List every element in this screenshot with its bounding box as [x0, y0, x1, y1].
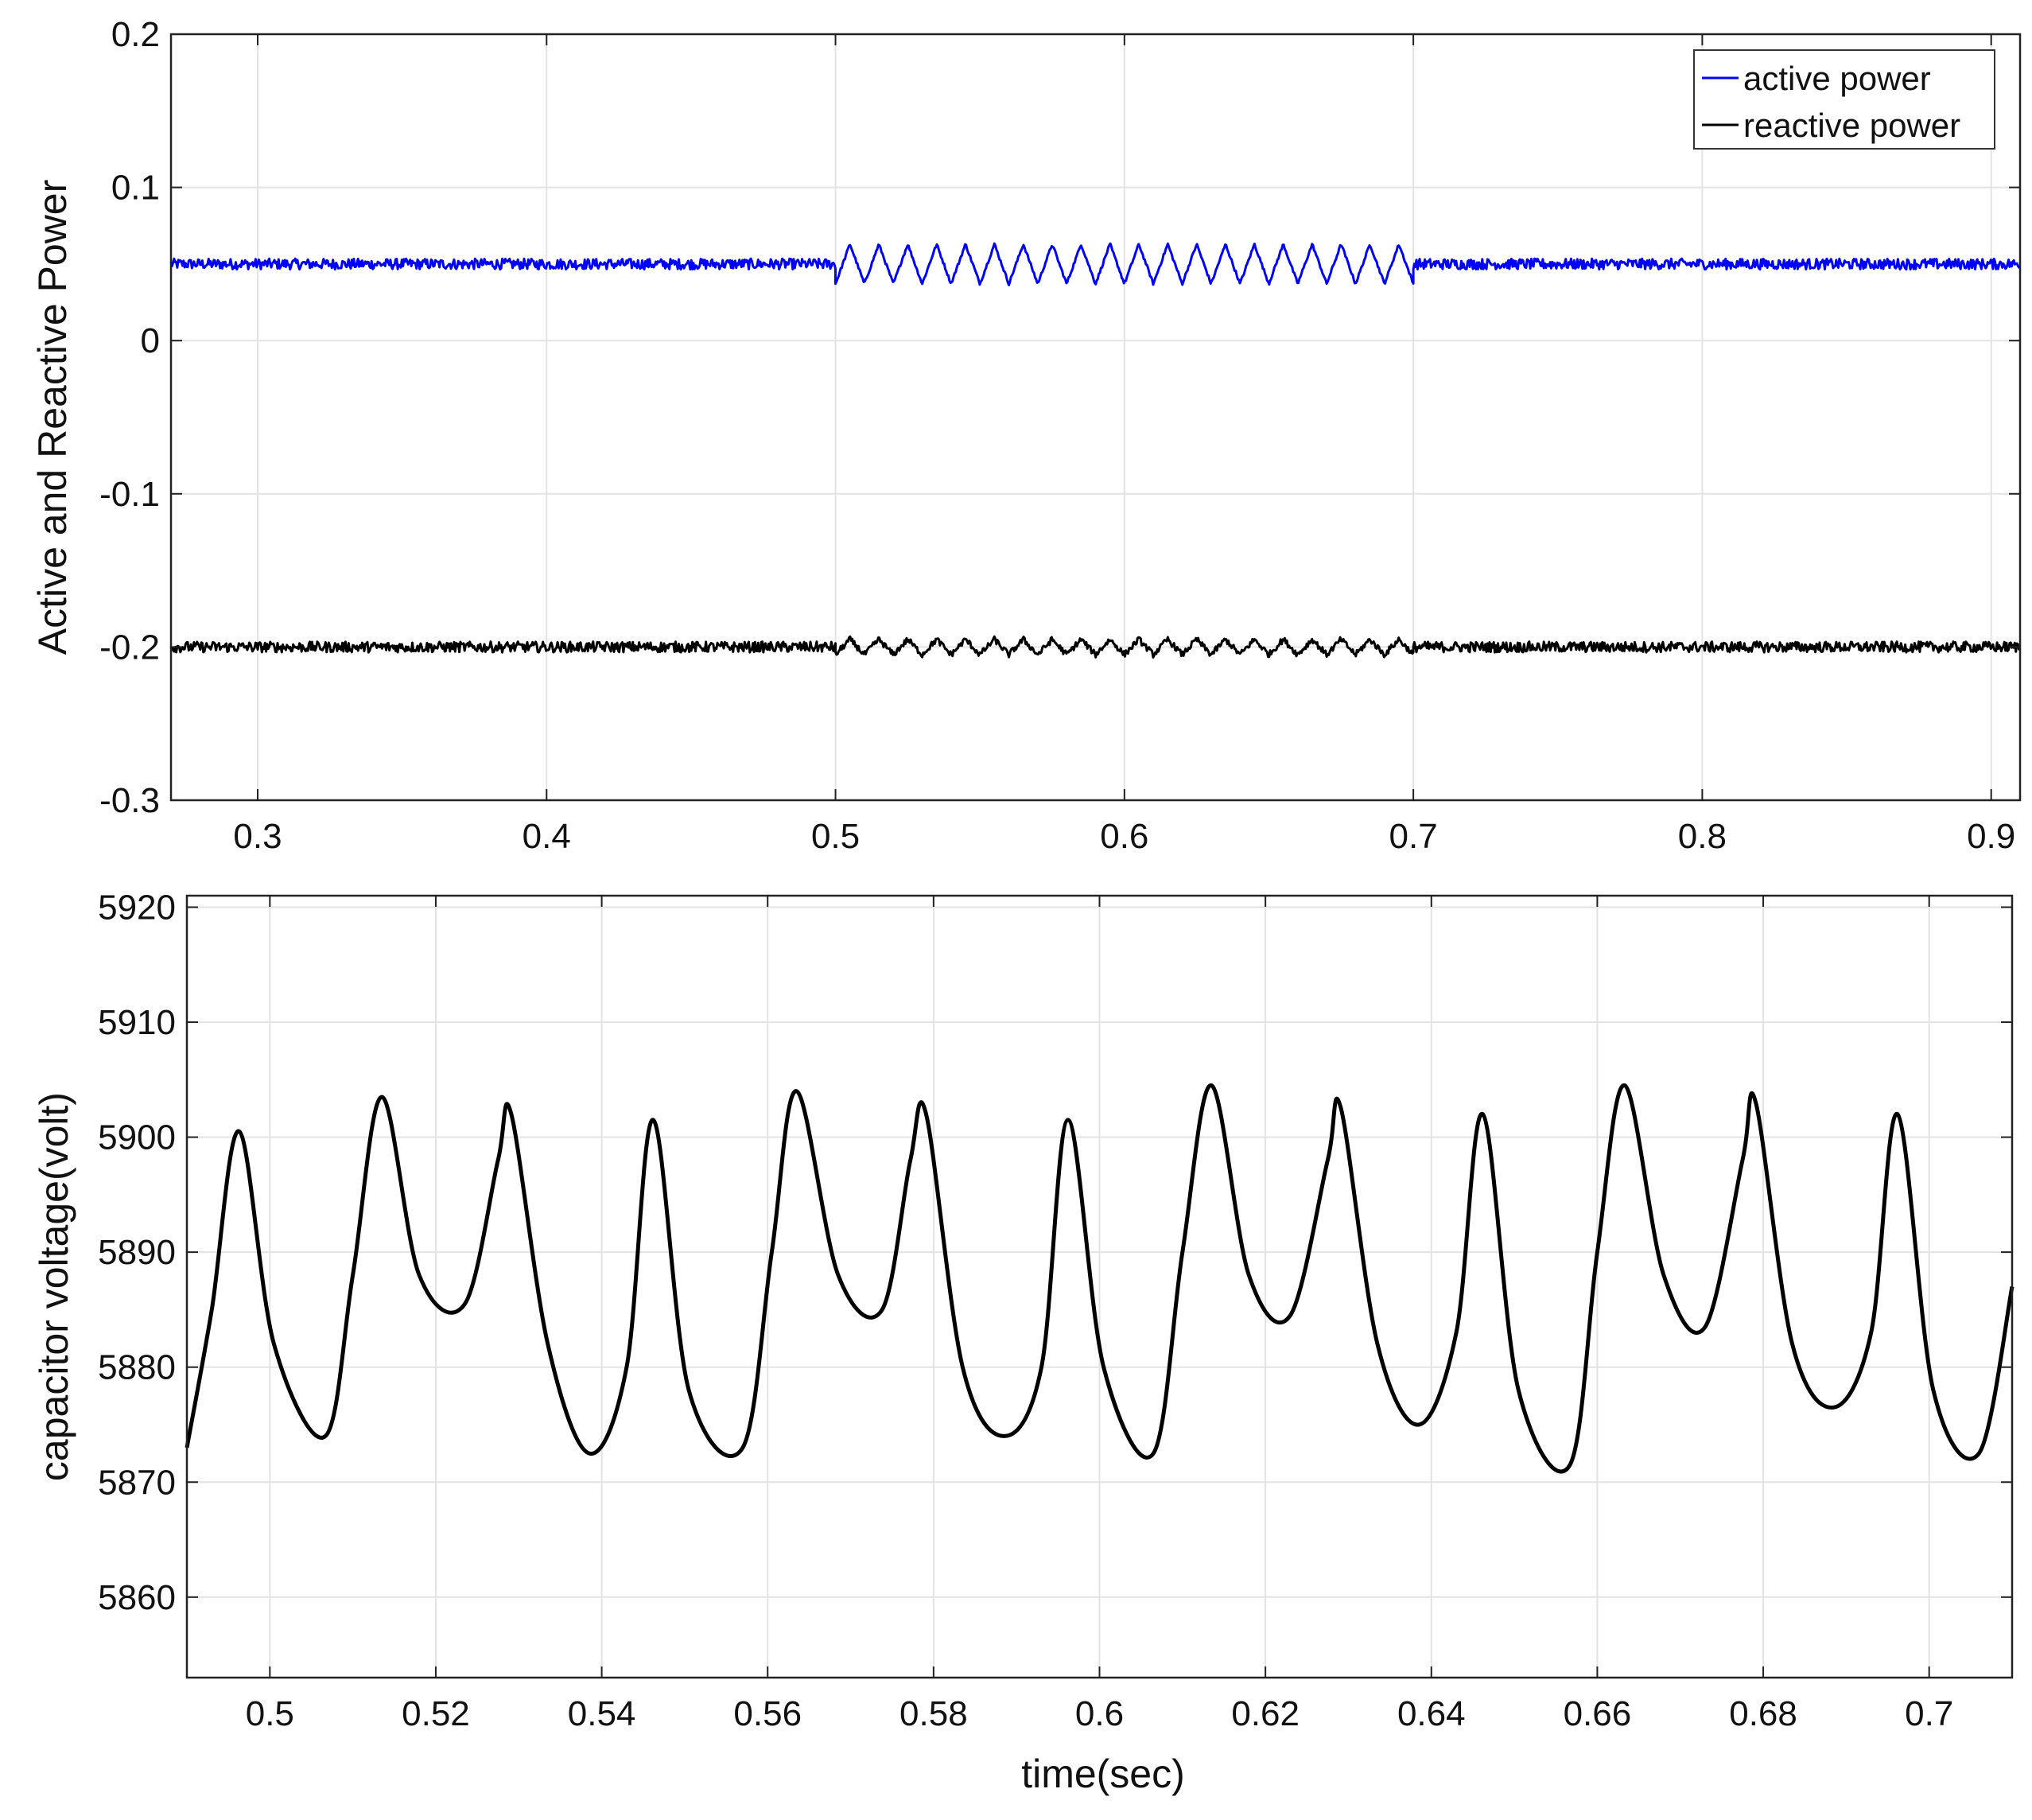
voltage-y-tick-label: 5920 [98, 888, 176, 927]
voltage-y-tick-label: 5890 [98, 1233, 176, 1272]
voltage-y-tick-label: 5880 [98, 1348, 176, 1387]
power-legend: active power reactive power [1693, 49, 1995, 150]
power-y-tick-label: -0.2 [99, 628, 160, 667]
power-y-tick-label: 0.2 [111, 15, 160, 54]
voltage-y-tick-label: 5900 [98, 1118, 176, 1157]
series-line-active-power [169, 242, 2022, 286]
voltage-y-axis-label: capacitor voltage(volt) [32, 1092, 76, 1481]
voltage-x-tick-label: 0.54 [568, 1694, 636, 1733]
power-x-tick-label: 0.4 [523, 817, 571, 856]
voltage-x-tick-label: 0.7 [1905, 1694, 1953, 1733]
voltage-plot-panel: 0.5 0.52 0.54 0.56 0.58 0.6 0.62 0.64 0.66 0.68 0.… [32, 888, 2015, 1796]
legend-label-active-power: active power [1743, 60, 1931, 97]
voltage-x-tick-label: 0.58 [899, 1694, 968, 1733]
series-line-capacitor-voltage [185, 1083, 2015, 1474]
voltage-x-tick-label: 0.62 [1231, 1694, 1300, 1733]
power-y-tick-label: 0.1 [111, 169, 160, 208]
voltage-plot-lines [185, 1083, 2015, 1474]
voltage-x-tick-label: 0.66 [1564, 1694, 1632, 1733]
time-x-axis-label: time(sec) [1021, 1752, 1185, 1796]
power-y-axis-label: Active and Reactive Power [30, 180, 75, 655]
power-x-tick-label: 0.6 [1100, 817, 1148, 856]
power-plot-area [171, 34, 2020, 800]
power-y-tick-label: 0 [141, 321, 160, 360]
power-plot-panel: 0.3 0.4 0.5 0.6 0.7 0.8 0.9 0.2 0.1 0 -0.1 -0.2 -0.3… [30, 15, 2022, 856]
voltage-x-tick-label: 0.6 [1075, 1694, 1124, 1733]
power-x-tick-label: 0.5 [811, 817, 860, 856]
voltage-x-tick-label: 0.68 [1729, 1694, 1797, 1733]
series-line-reactive-power [169, 635, 2021, 659]
voltage-y-tick-label: 5910 [98, 1003, 176, 1042]
voltage-x-tick-label: 0.52 [402, 1694, 470, 1733]
voltage-plot-grid [187, 896, 2012, 1678]
legend-box [1693, 49, 1995, 150]
power-x-tick-label: 0.7 [1389, 817, 1438, 856]
power-x-tick-label: 0.3 [233, 817, 282, 856]
power-plot-frame [169, 33, 2022, 802]
power-y-tick-label: -0.3 [99, 781, 160, 820]
voltage-x-tick-label: 0.64 [1397, 1694, 1466, 1733]
power-y-tick-label: -0.1 [99, 475, 160, 514]
voltage-x-tick-label: 0.5 [246, 1694, 294, 1733]
power-plot-ticks: 0.3 0.4 0.5 0.6 0.7 0.8 0.9 0.2 0.1 0 -0.1 -0.2 -0.3 [99, 15, 2020, 856]
legend-label-reactive-power: reactive power [1743, 107, 1960, 144]
voltage-plot-ticks: 0.5 0.52 0.54 0.56 0.58 0.6 0.62 0.64 0.66 0.68 0.… [98, 888, 2012, 1733]
voltage-x-tick-label: 0.56 [733, 1694, 802, 1733]
voltage-y-tick-label: 5860 [98, 1578, 176, 1617]
voltage-y-tick-label: 5870 [98, 1463, 176, 1502]
power-x-tick-label: 0.9 [1967, 817, 2015, 856]
power-x-tick-label: 0.8 [1678, 817, 1727, 856]
power-plot-lines [169, 242, 2022, 659]
